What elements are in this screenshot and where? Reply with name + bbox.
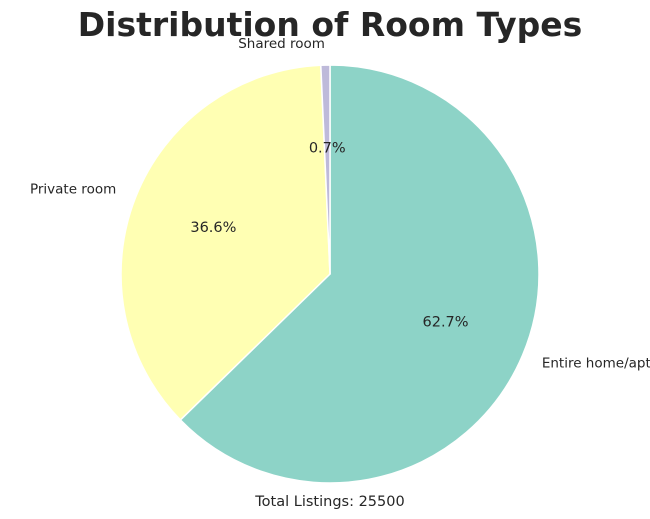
chart-title: Distribution of Room Types — [78, 5, 582, 44]
pie-slice-entire-home-apt — [179, 64, 540, 484]
pie-slice-private-room — [120, 64, 331, 421]
pct-label-shared-room: 0.7% — [309, 141, 346, 157]
category-label-entire-home-apt: Entire home/apt — [542, 355, 650, 371]
pie-slice-shared-room — [320, 64, 331, 275]
pie-slices — [120, 64, 540, 484]
pie-labels: 62.7% Entire home/apt 36.6% Private room 0.7… — [30, 36, 650, 371]
pct-label-entire-home-apt: 62.7% — [423, 315, 469, 331]
pct-label-private-room: 36.6% — [190, 220, 236, 236]
total-listings-label: Total Listings: 25500 — [254, 494, 404, 510]
category-label-private-room: Private room — [30, 181, 116, 197]
category-label-shared-room: Shared room — [238, 36, 325, 52]
